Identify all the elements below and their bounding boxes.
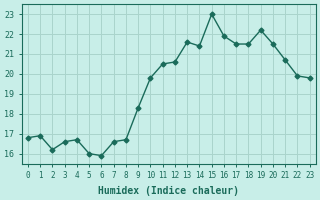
X-axis label: Humidex (Indice chaleur): Humidex (Indice chaleur) <box>98 186 239 196</box>
